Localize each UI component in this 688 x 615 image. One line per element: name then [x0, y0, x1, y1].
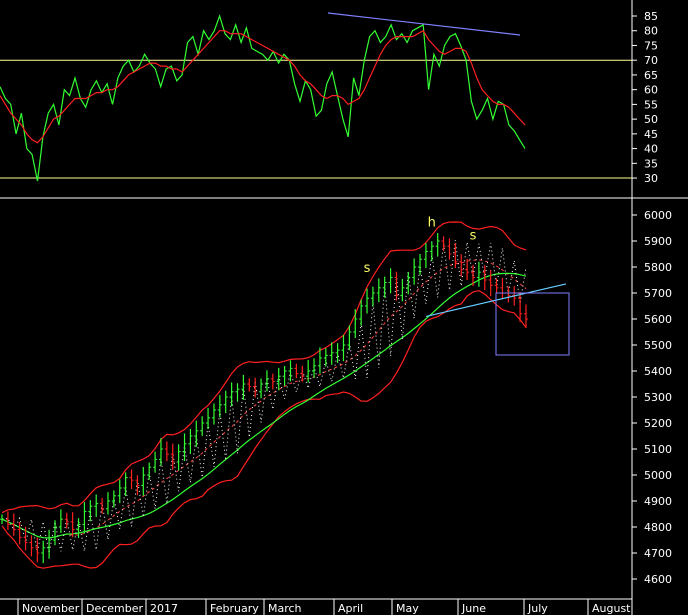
osc-y-tick-label: 80: [644, 25, 658, 38]
price-y-tick-label: 5500: [644, 339, 672, 352]
bollinger-lower-band: [1, 289, 527, 569]
osc-y-tick-label: 35: [644, 157, 658, 170]
osc-y-tick-label: 60: [644, 84, 658, 97]
osc-series-line: [0, 14, 526, 182]
price-y-tick-label: 4800: [644, 521, 672, 534]
price-y-tick-label: 4700: [644, 547, 672, 560]
price-y-tick-label: 5700: [644, 287, 672, 300]
osc-y-tick-label: 75: [644, 39, 658, 52]
osc-y-tick-label: 70: [644, 54, 658, 67]
x-tick-label: November: [22, 602, 80, 615]
price-y-tick-label: 5100: [644, 443, 672, 456]
x-tick-label: July: [527, 602, 548, 615]
osc-y-tick-label: 30: [644, 172, 658, 185]
x-tick-label: June: [461, 602, 486, 615]
price-y-tick-label: 5400: [644, 365, 672, 378]
price-y-tick-label: 4900: [644, 495, 672, 508]
pattern-annotation: s: [470, 229, 477, 244]
x-tick-label: April: [338, 602, 363, 615]
pattern-annotation: h: [428, 216, 436, 231]
x-tick-label: December: [86, 602, 144, 615]
price-y-tick-label: 5900: [644, 235, 672, 248]
x-tick-label: May: [396, 602, 419, 615]
price-y-tick-label: 5200: [644, 417, 672, 430]
x-tick-label: March: [268, 602, 302, 615]
osc-y-tick-label: 65: [644, 69, 658, 82]
osc-y-tick-label: 55: [644, 98, 658, 111]
x-tick-label: February: [210, 602, 259, 615]
price-y-tick-label: 5600: [644, 313, 672, 326]
price-y-tick-label: 6000: [644, 209, 672, 222]
osc-y-tick-label: 50: [644, 113, 658, 126]
osc-y-tick-label: 85: [644, 10, 658, 23]
osc-series-line: [0, 29, 526, 144]
price-y-tick-label: 5300: [644, 391, 672, 404]
x-tick-label: August: [592, 602, 631, 615]
osc-trendline: [327, 12, 521, 36]
target-box: [495, 292, 570, 356]
price-y-tick-label: 5800: [644, 261, 672, 274]
moving-average-long: [1, 272, 527, 539]
pattern-annotation: s: [364, 261, 371, 276]
x-tick-label: 2017: [150, 602, 178, 615]
bollinger-upper-band: [1, 221, 527, 514]
parabolic-dots: [1, 240, 527, 554]
osc-y-tick-label: 40: [644, 143, 658, 156]
price-y-tick-label: 4600: [644, 573, 672, 586]
osc-y-tick-label: 45: [644, 128, 658, 141]
price-y-tick-label: 5000: [644, 469, 672, 482]
